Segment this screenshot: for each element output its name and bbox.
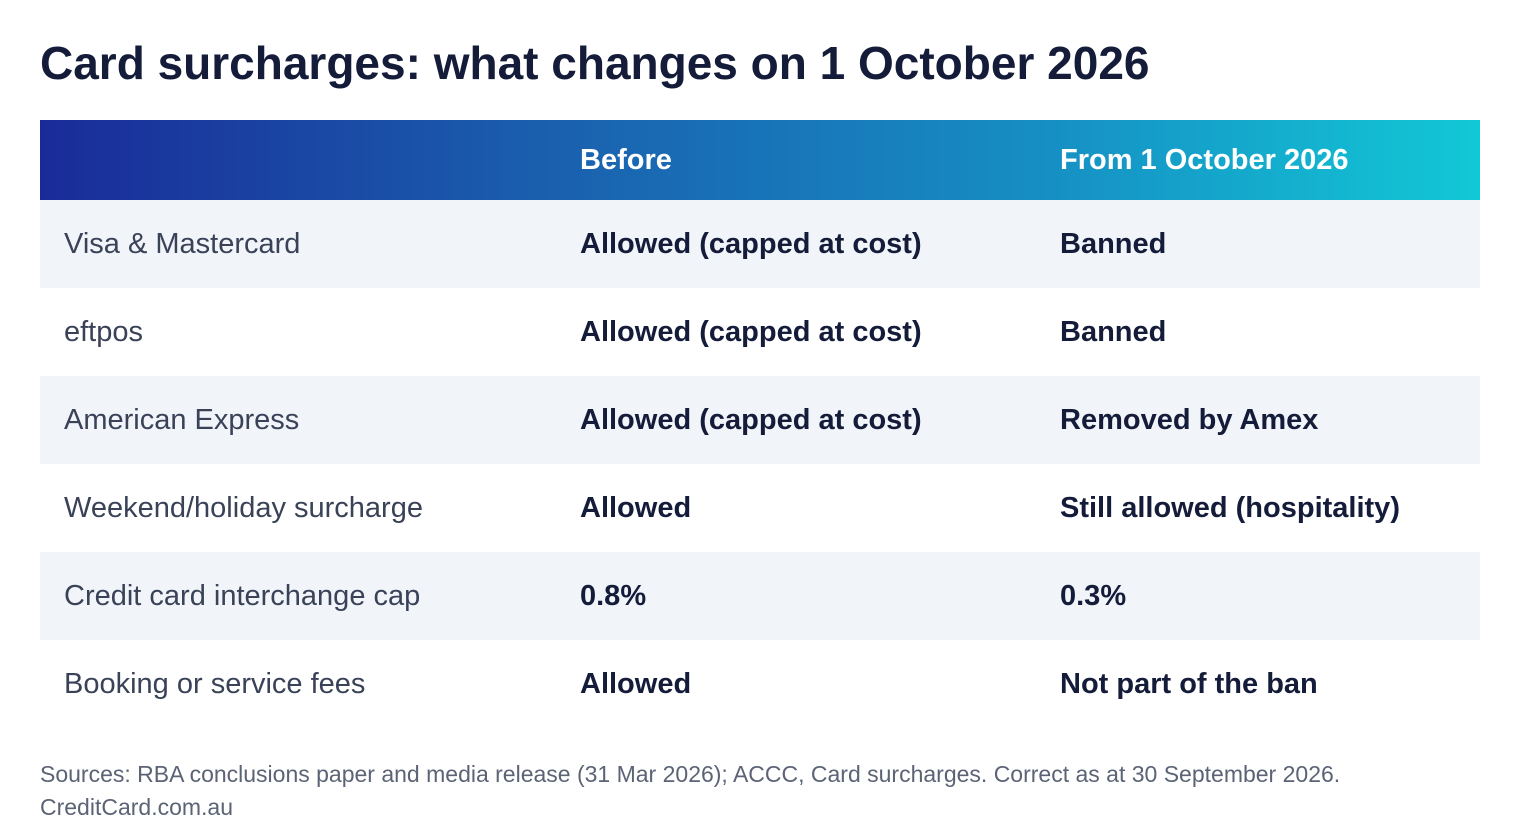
header-cell-before: Before: [580, 143, 672, 176]
row-label: Booking or service fees: [64, 667, 366, 700]
page-title: Card surcharges: what changes on 1 Octob…: [40, 37, 1150, 89]
row-label: eftpos: [64, 315, 143, 348]
table-row: Credit card interchange cap 0.8% 0.3%: [40, 552, 1480, 640]
comparison-table: Before From 1 October 2026 Visa & Master…: [40, 120, 1480, 728]
row-label: Visa & Mastercard: [64, 227, 301, 260]
header-cell-after: From 1 October 2026: [1060, 143, 1349, 176]
after-value: Banned: [1060, 227, 1167, 260]
after-value: Removed by Amex: [1060, 403, 1319, 436]
row-label: American Express: [64, 403, 300, 436]
table-row: eftpos Allowed (capped at cost) Banned: [40, 288, 1480, 376]
table-header-row: Before From 1 October 2026: [40, 120, 1480, 200]
after-value: Still allowed (hospitality): [1060, 491, 1400, 524]
row-label: Credit card interchange cap: [64, 579, 421, 612]
table-row: Booking or service fees Allowed Not part…: [40, 640, 1480, 728]
before-value: 0.8%: [580, 579, 647, 612]
table-row: Visa & Mastercard Allowed (capped at cos…: [40, 200, 1480, 288]
before-value: Allowed: [580, 491, 692, 524]
before-value: Allowed (capped at cost): [580, 227, 922, 260]
row-label: Weekend/holiday surcharge: [64, 491, 423, 524]
after-value: 0.3%: [1060, 579, 1127, 612]
table-row: Weekend/holiday surcharge Allowed Still …: [40, 464, 1480, 552]
table-row: American Express Allowed (capped at cost…: [40, 376, 1480, 464]
before-value: Allowed (capped at cost): [580, 315, 922, 348]
sources-footnote: Sources: RBA conclusions paper and media…: [40, 761, 1341, 820]
after-value: Not part of the ban: [1060, 667, 1318, 700]
before-value: Allowed: [580, 667, 692, 700]
after-value: Banned: [1060, 315, 1167, 348]
before-value: Allowed (capped at cost): [580, 403, 922, 436]
